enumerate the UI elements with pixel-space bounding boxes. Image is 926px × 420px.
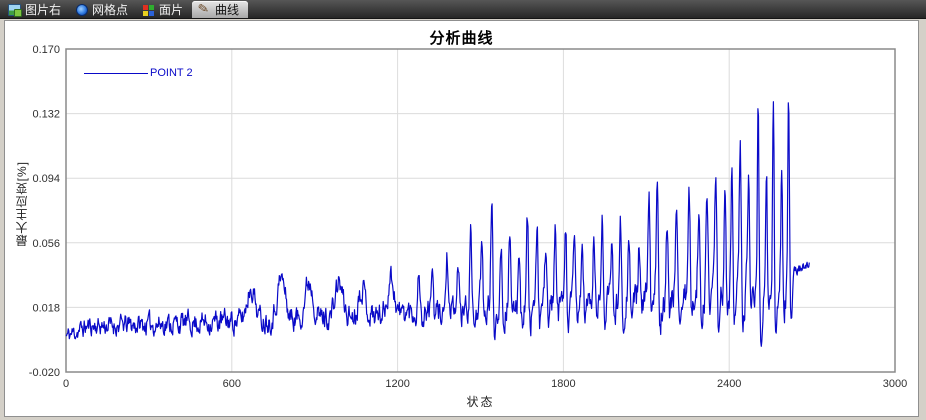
plot-frame: [65, 48, 896, 373]
legend-label: POINT 2: [150, 67, 193, 79]
y-tick-label: -0.020: [29, 367, 60, 379]
y-tick-label: 0.018: [32, 302, 60, 314]
x-tick-label: 2400: [717, 378, 741, 390]
legend-line: [84, 72, 148, 74]
tab-image-right[interactable]: 图片右: [2, 1, 70, 18]
legend: POINT 2: [84, 66, 193, 80]
tab-label: 网格点: [92, 2, 129, 17]
x-tick-label: 1800: [551, 378, 575, 390]
gridpoint-icon: [76, 3, 89, 16]
pen-icon: [198, 3, 211, 16]
y-tick-label: 0.170: [32, 44, 60, 56]
tab-label: 图片右: [25, 2, 62, 17]
tab-grid-points[interactable]: 网格点: [70, 1, 137, 18]
x-tick-label: 0: [63, 378, 69, 390]
x-tick-label: 3000: [883, 378, 907, 390]
y-tick-label: 0.132: [32, 109, 60, 121]
tab-bar: 图片右 网格点 面片 曲线: [0, 0, 926, 19]
series-line-point2: [65, 101, 810, 347]
image-icon: [8, 3, 22, 17]
x-tick-label: 600: [223, 378, 241, 390]
chart-title: 分析曲线: [429, 30, 494, 47]
tab-label: 曲线: [215, 2, 240, 17]
chart-panel: 分析曲线 POINT 2 最大主应变[%] 状态 0.170 0.132 0.094…: [4, 20, 919, 417]
tab-label: 面片: [159, 2, 184, 17]
tab-mesh[interactable]: 面片: [137, 1, 192, 18]
y-tick-label: 0.094: [32, 173, 60, 185]
x-axis-label: 状态: [466, 395, 495, 409]
y-tick-label: 0.056: [32, 238, 60, 250]
x-tick-label: 1200: [385, 378, 409, 390]
tab-curve[interactable]: 曲线: [192, 1, 249, 18]
mesh-icon: [143, 4, 155, 16]
